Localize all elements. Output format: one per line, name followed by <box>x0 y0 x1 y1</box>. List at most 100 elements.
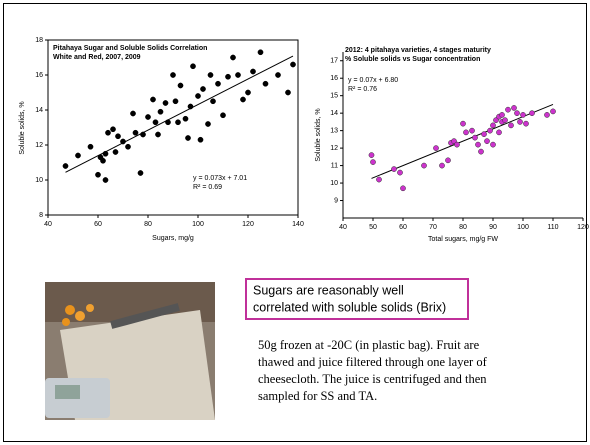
point <box>460 120 466 127</box>
point <box>185 135 191 141</box>
x-tick-label: 140 <box>292 221 304 228</box>
y-tick-label: 12 <box>35 142 43 149</box>
point <box>105 129 111 136</box>
callout-line: correlated with soluble solids (Brix) <box>253 300 446 314</box>
x-tick-label: 40 <box>44 221 52 228</box>
x-axis-label: Sugars, mg/g <box>152 235 194 242</box>
callout-line: Sugars are reasonably well <box>253 283 404 297</box>
point <box>475 141 481 148</box>
point <box>368 152 375 158</box>
point <box>421 162 427 169</box>
body-line: 50g frozen at -20C (in plastic bag). Fru… <box>258 338 480 352</box>
point <box>200 86 206 92</box>
photo <box>45 282 215 420</box>
point <box>230 54 236 61</box>
point <box>140 131 146 138</box>
y-tick-label: 16 <box>35 72 43 79</box>
point <box>463 129 469 136</box>
point <box>150 96 156 103</box>
y-axis-label: Soluble solids, % <box>315 108 322 161</box>
point <box>487 127 493 134</box>
point <box>290 61 296 68</box>
point <box>370 159 376 165</box>
point <box>502 117 508 123</box>
point <box>157 108 164 115</box>
point <box>245 89 251 96</box>
x-tick-label: 120 <box>242 221 254 228</box>
point <box>235 72 241 78</box>
point <box>250 68 256 75</box>
x-tick-label: 110 <box>547 224 558 231</box>
point <box>165 119 171 126</box>
point <box>125 143 131 150</box>
callout-box <box>245 278 469 320</box>
y-tick-label: 16 <box>330 75 338 82</box>
point <box>499 112 505 118</box>
point <box>376 176 382 183</box>
chart-title: White and Red, 2007, 2009 <box>53 54 141 61</box>
point <box>523 120 529 127</box>
chart-title: Pitahaya Sugar and Soluble Solids Correl… <box>53 45 207 52</box>
point <box>195 93 201 99</box>
x-tick-label: 120 <box>577 224 589 231</box>
y-tick-label: 11 <box>331 162 338 169</box>
chart-title: % Soluble solids vs Sugar concentration <box>345 56 480 63</box>
point <box>87 143 94 150</box>
point <box>177 82 184 89</box>
point <box>397 169 403 176</box>
point <box>215 80 221 87</box>
point <box>130 110 136 117</box>
annotation: y = 0.07x + 6.80 <box>348 77 398 84</box>
body-line: sampled for SS and TA. <box>258 389 377 403</box>
y-tick-label: 14 <box>330 110 338 117</box>
point <box>197 136 204 143</box>
point <box>262 80 269 87</box>
point <box>544 112 550 118</box>
chart-title: 2012: 4 pitahaya varieties, 4 stages mat… <box>345 47 491 54</box>
point <box>520 112 526 118</box>
x-tick-label: 100 <box>517 224 529 231</box>
point <box>182 115 189 122</box>
point <box>257 49 264 56</box>
point <box>514 110 520 117</box>
x-tick-label: 60 <box>94 221 102 228</box>
point <box>275 72 281 78</box>
y-axis-label: Soluble solids, % <box>19 101 26 154</box>
y-tick-label: 14 <box>35 107 43 114</box>
plot-frame <box>47 39 299 216</box>
point <box>110 126 116 133</box>
x-tick-label: 70 <box>429 224 437 231</box>
point <box>172 98 179 105</box>
body-line: cheesecloth. The juice is centrifuged an… <box>258 372 487 386</box>
y-tick-label: 10 <box>330 180 338 187</box>
y-tick-label: 13 <box>330 127 338 134</box>
point <box>511 105 517 111</box>
y-tick-label: 8 <box>39 212 43 219</box>
point <box>496 129 502 136</box>
point <box>115 133 121 140</box>
y-tick-label: 10 <box>35 177 43 184</box>
x-tick-label: 40 <box>339 224 347 231</box>
point <box>454 141 460 148</box>
point <box>505 106 511 113</box>
y-tick-label: 17 <box>330 58 338 65</box>
point <box>190 63 196 70</box>
annotation: y = 0.073x + 7.01 <box>193 175 247 182</box>
point <box>152 119 159 126</box>
point <box>205 121 211 127</box>
point <box>400 185 406 192</box>
point <box>469 127 475 134</box>
x-tick-label: 90 <box>489 224 497 231</box>
point <box>220 112 226 119</box>
point <box>207 72 214 78</box>
point <box>187 103 194 110</box>
x-tick-label: 80 <box>459 224 467 231</box>
x-tick-label: 80 <box>144 221 152 228</box>
y-tick-label: 15 <box>330 93 338 100</box>
point <box>508 122 514 129</box>
x-tick-label: 60 <box>399 224 407 231</box>
point <box>445 157 451 164</box>
annotation: R² = 0.76 <box>348 86 377 93</box>
point <box>550 108 556 115</box>
